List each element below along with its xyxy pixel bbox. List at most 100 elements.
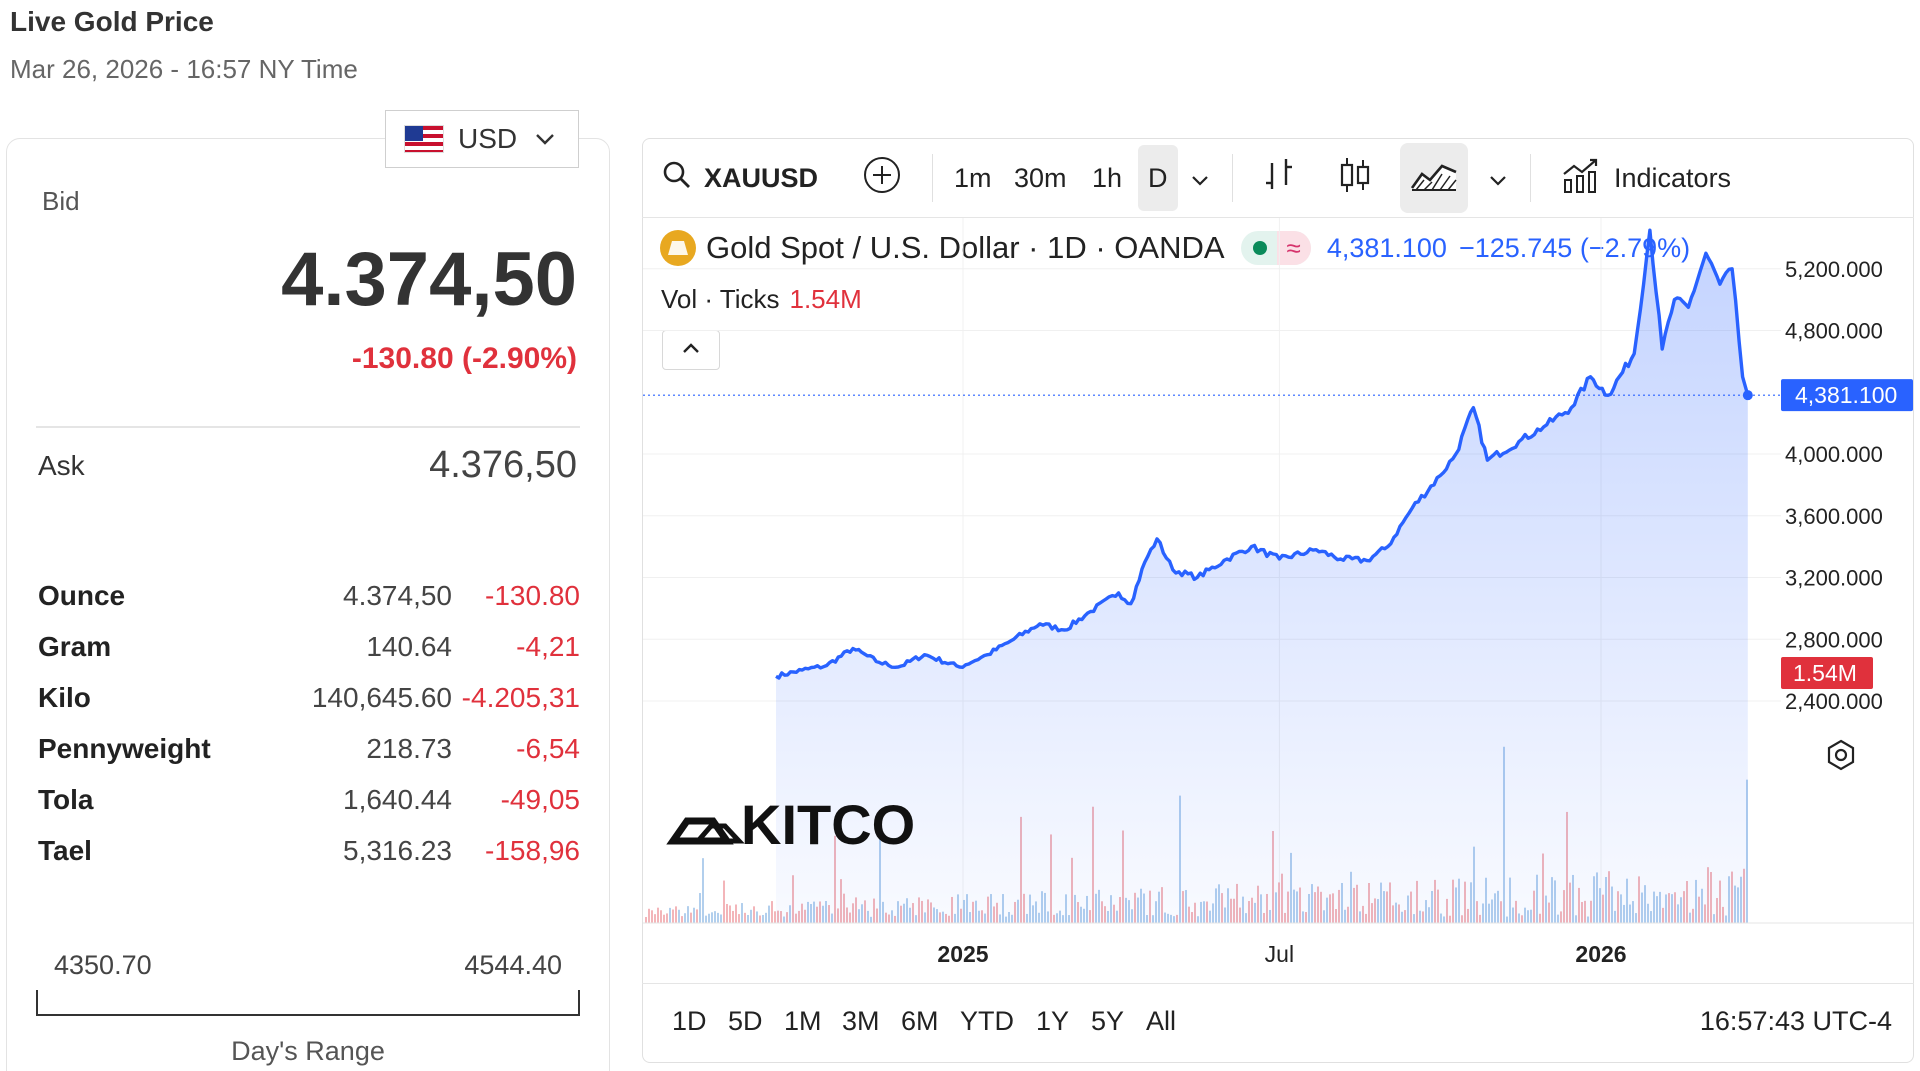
range-3m[interactable]: 3M: [842, 1006, 880, 1036]
range-5d[interactable]: 5D: [728, 1006, 763, 1036]
volume-bar: [681, 916, 683, 923]
volume-bar: [741, 903, 743, 923]
quote-panel: [6, 138, 610, 1071]
x-tick-label: Jul: [1265, 941, 1294, 967]
volume-bar: [774, 911, 776, 923]
day-range-high: 4544.40: [464, 950, 562, 980]
table-row: Pennyweight 218.73 -6,54: [38, 723, 580, 774]
volume-bar: [765, 912, 767, 923]
volume-bar: [759, 915, 761, 923]
approx-icon: ≈: [1276, 231, 1311, 265]
y-tick-label: 5,600.000: [1785, 218, 1883, 220]
unit-change: -158,96: [485, 834, 580, 866]
y-tick-label: 2,800.000: [1785, 627, 1883, 652]
volume-bar: [648, 908, 650, 923]
timeframe-dropdown[interactable]: [1190, 138, 1210, 218]
volume-bar: [756, 911, 758, 923]
settings-gear-icon: [1827, 739, 1855, 771]
timestamp: Mar 26, 2026 - 16:57 NY Time: [10, 54, 358, 84]
price-chart[interactable]: KITCO 5,600.000 5,200.000 4,800.000 4,000.0…: [643, 218, 1913, 983]
unit-value: 5,316.23: [343, 834, 452, 866]
bid-price: 4.374,50: [281, 237, 577, 322]
area-chart-icon: [1410, 158, 1458, 199]
timeframe-1h[interactable]: 1h: [1092, 162, 1123, 193]
divider: [36, 426, 580, 428]
range-all[interactable]: All: [1146, 1006, 1177, 1036]
bar-style-button[interactable]: [1262, 138, 1296, 218]
range-1m[interactable]: 1M: [784, 1006, 822, 1036]
divider: [1232, 154, 1233, 202]
unit-value: 140,645.60: [311, 681, 452, 713]
unit-value: 4.374,50: [343, 579, 452, 611]
volume-bar: [696, 909, 698, 923]
price-axis: 5,600.000 5,200.000 4,800.000 4,000.000 3,60…: [1785, 218, 1883, 714]
timeframe-d[interactable]: D: [1138, 145, 1178, 211]
collapse-legend-button[interactable]: [662, 330, 720, 370]
currency-dropdown[interactable]: USD: [385, 110, 579, 168]
chart-type-dropdown[interactable]: [1488, 138, 1508, 218]
last-price-label: 4,381.100: [1795, 382, 1897, 408]
volume-bar: [669, 907, 671, 923]
volume-legend: Vol · Ticks 1.54M: [661, 284, 862, 315]
compare-button[interactable]: [862, 138, 902, 218]
area-style-button[interactable]: [1400, 143, 1468, 213]
table-row: Tola 1,640.44 -49,05: [38, 774, 580, 825]
volume-bar: [705, 915, 707, 923]
range-5y[interactable]: 5Y: [1091, 1006, 1125, 1036]
unit-name: Tael: [38, 834, 92, 866]
volume-bar: [690, 912, 692, 923]
range-ytd[interactable]: YTD: [960, 1006, 1014, 1036]
candles-style-button[interactable]: [1338, 138, 1372, 218]
y-tick-label: 3,200.000: [1785, 566, 1883, 591]
bid-label: Bid: [42, 186, 80, 216]
price-area-fill: [776, 230, 1748, 923]
range-6m[interactable]: 6M: [901, 1006, 939, 1036]
volume-bar: [732, 910, 734, 923]
symbol-search[interactable]: XAUUSD: [662, 138, 818, 218]
volume-bar: [744, 912, 746, 923]
chevron-up-icon: [682, 341, 700, 359]
instrument-name: Gold Spot / U.S. Dollar · 1D · OANDA: [706, 230, 1225, 265]
volume-bar: [708, 913, 710, 923]
x-tick-label: 2025: [937, 941, 988, 967]
volume-bar: [726, 903, 728, 923]
last-price-dot: [1742, 390, 1753, 401]
timeframe-1m[interactable]: 1m: [954, 162, 992, 193]
day-range-label: Day's Range: [231, 1036, 385, 1066]
range-bar: 1D 5D 1M 3M 6M YTD 1Y 5Y All 16:57:43 UT…: [642, 983, 1914, 1063]
indicators-button[interactable]: Indicators: [1560, 138, 1731, 218]
volume-bar: [645, 916, 647, 923]
indicators-label: Indicators: [1614, 162, 1732, 193]
y-tick-label: 3,600.000: [1785, 504, 1883, 529]
volume-bar: [711, 912, 713, 923]
chart-settings-button[interactable]: [1827, 739, 1855, 771]
chevron-down-icon: [535, 129, 555, 150]
market-open-dot-icon: [1252, 241, 1267, 255]
table-row: Kilo 140,645.60 -4.205,31: [38, 672, 580, 723]
divider: [1530, 154, 1531, 202]
volume-bar: [693, 907, 695, 923]
volume-bar: [720, 914, 722, 923]
chart-toolbar: XAUUSD 1m 30m 1h D: [642, 138, 1914, 218]
legend-price: 4,381.100: [1326, 232, 1447, 263]
volume-bar: [651, 910, 653, 923]
y-tick-label: 5,200.000: [1785, 257, 1883, 282]
range-1y[interactable]: 1Y: [1036, 1006, 1070, 1036]
volume-bar: [729, 905, 731, 923]
range-1d[interactable]: 1D: [672, 1006, 707, 1036]
volume-bar: [663, 914, 665, 923]
gold-coin-icon: [660, 230, 696, 266]
market-status-badge: ≈: [1240, 231, 1311, 265]
unit-change: -49,05: [500, 783, 580, 815]
timeframe-30m[interactable]: 30m: [1014, 162, 1067, 193]
chart-legend: Gold Spot / U.S. Dollar · 1D · OANDA ≈ 4…: [660, 230, 1690, 266]
y-tick-label: 4,800.000: [1785, 319, 1883, 344]
day-range-bar: [36, 990, 580, 1016]
symbol-text: XAUUSD: [704, 162, 819, 193]
chevron-down-icon: [1190, 163, 1210, 194]
plus-circle-icon: [862, 155, 902, 202]
chevron-down-icon: [1488, 163, 1508, 194]
search-icon: [662, 160, 692, 197]
volume-bar: [762, 914, 764, 923]
currency-value: USD: [458, 123, 518, 154]
